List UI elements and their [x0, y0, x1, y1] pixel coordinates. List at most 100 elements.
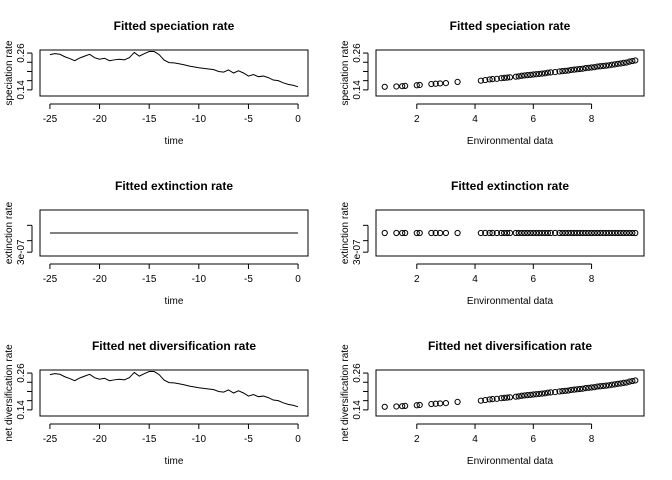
- y-tick-label: 0.14: [16, 80, 27, 100]
- data-point: [608, 229, 616, 237]
- y-axis-label: extinction rate: [340, 201, 351, 264]
- data-point: [402, 82, 409, 89]
- plot-frame: [39, 209, 309, 257]
- data-point: [501, 229, 508, 237]
- data-point: [632, 377, 639, 384]
- data-point: [573, 386, 581, 393]
- y-axis-label: net diversification rate: [340, 344, 351, 442]
- data-point: [603, 229, 610, 237]
- data-point: [570, 66, 578, 73]
- x-tick-label: -20: [92, 114, 107, 125]
- x-tick-label: -25: [43, 274, 58, 285]
- data-point: [524, 392, 531, 399]
- x-tick-label: -15: [142, 274, 157, 285]
- panel-2: Fitted speciation rate Environmental data…: [340, 19, 645, 147]
- data-point: [533, 391, 540, 398]
- data-point: [605, 229, 613, 237]
- data-point: [629, 229, 636, 237]
- data-point: [623, 59, 630, 66]
- scatter-points: [381, 57, 639, 90]
- data-point: [538, 229, 546, 237]
- data-point: [506, 74, 514, 81]
- data-point: [614, 229, 621, 237]
- data-point: [489, 396, 496, 403]
- data-point: [570, 229, 578, 237]
- y-axis-label: speciation rate: [340, 40, 351, 105]
- data-point: [611, 229, 618, 237]
- chart-title: Fitted net diversification rate: [92, 339, 256, 353]
- data-point: [617, 229, 624, 237]
- data-point: [603, 382, 610, 389]
- data-point: [605, 62, 613, 69]
- data-point: [559, 68, 566, 75]
- data-point: [506, 394, 514, 401]
- data-point: [541, 70, 549, 77]
- data-point: [436, 229, 444, 237]
- chart-title: Fitted speciation rate: [114, 19, 235, 33]
- y-axis: 0.14 0.26: [352, 363, 369, 420]
- data-point: [568, 66, 575, 74]
- data-point: [547, 69, 554, 76]
- data-point: [559, 388, 566, 395]
- plot-frame: [39, 369, 309, 417]
- data-point: [626, 378, 633, 385]
- data-point: [503, 394, 511, 401]
- data-point: [512, 73, 519, 80]
- data-point: [544, 389, 551, 396]
- x-tick-label: 4: [472, 434, 478, 445]
- data-point: [533, 71, 540, 78]
- data-point: [518, 392, 525, 399]
- data-point: [594, 229, 601, 237]
- panel-1: Fitted speciation rate time speciation rat…: [4, 19, 309, 147]
- data-point: [416, 81, 423, 89]
- data-point: [591, 64, 598, 71]
- x-tick-label: 4: [472, 114, 478, 125]
- x-axis: -25 -20 -15 -10 -5 0: [43, 263, 301, 285]
- data-point: [576, 229, 584, 237]
- data-point: [611, 381, 618, 388]
- x-tick-label: -5: [244, 434, 253, 445]
- y-axis: 3e-07: [16, 224, 33, 265]
- data-point: [428, 229, 435, 237]
- data-point: [533, 229, 540, 237]
- y-tick-label: 3e-07: [16, 239, 27, 265]
- data-point: [512, 393, 519, 400]
- y-tick-label: 0.26: [352, 363, 363, 383]
- data-point: [600, 229, 607, 237]
- data-point: [617, 60, 624, 67]
- data-point: [605, 382, 613, 389]
- data-point: [482, 396, 489, 404]
- x-tick-label: -10: [192, 274, 207, 285]
- data-point: [588, 384, 595, 391]
- data-point: [632, 57, 639, 64]
- chart-title: Fitted extinction rate: [115, 179, 233, 193]
- data-point: [576, 65, 584, 73]
- data-point: [428, 400, 435, 408]
- chart-title: Fitted net diversification rate: [428, 339, 592, 353]
- data-point: [611, 61, 618, 68]
- data-point: [582, 229, 589, 237]
- data-point: [588, 229, 595, 237]
- x-tick-label: 6: [531, 434, 537, 445]
- x-tick-label: 2: [414, 274, 420, 285]
- data-point: [629, 57, 636, 65]
- x-tick-label: -5: [244, 114, 253, 125]
- y-axis: 0.14 0.26: [352, 43, 369, 100]
- data-point: [489, 76, 496, 83]
- data-point: [501, 394, 508, 402]
- data-point: [436, 400, 444, 407]
- data-point: [632, 229, 639, 237]
- data-point: [402, 229, 409, 237]
- series-line-1: [49, 51, 299, 88]
- y-tick-label: 0.26: [352, 43, 363, 63]
- y-axis-label: net diversification rate: [4, 344, 15, 442]
- data-point: [498, 75, 505, 82]
- scatter-points: [381, 377, 639, 410]
- y-axis-label: extinction rate: [4, 201, 15, 264]
- data-point: [493, 395, 500, 402]
- data-point: [503, 229, 511, 237]
- data-point: [588, 64, 595, 71]
- data-point: [585, 384, 592, 391]
- panel-6: Fitted net diversification rate Environme…: [340, 339, 645, 467]
